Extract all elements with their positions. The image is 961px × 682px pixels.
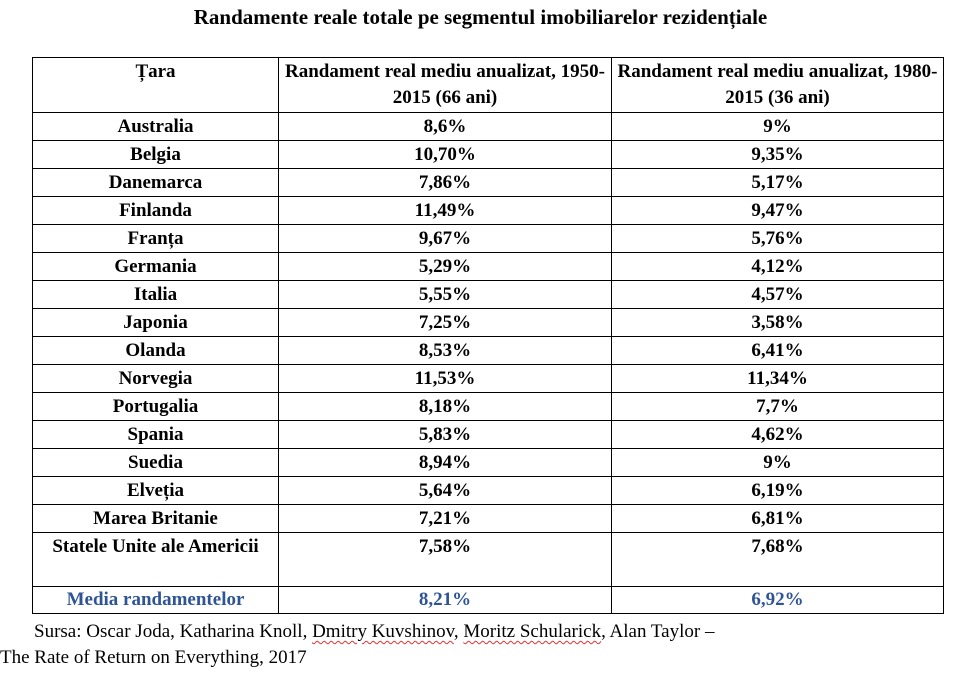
- country-cell: Portugalia: [32, 392, 279, 421]
- country-cell: Australia: [32, 112, 279, 141]
- page-title: Randamente reale totale pe segmentul imo…: [193, 5, 768, 29]
- return-1950-cell: 8,53%: [278, 336, 612, 365]
- country-cell: Marea Britanie: [32, 504, 279, 533]
- country-cell: Olanda: [32, 336, 279, 365]
- return-1950-cell: 7,21%: [278, 504, 612, 533]
- return-1950-cell: 8,94%: [278, 448, 612, 477]
- country-cell: Japonia: [32, 308, 279, 337]
- return-1980-cell: 5,17%: [611, 168, 944, 197]
- country-cell: Germania: [32, 252, 279, 281]
- average-1980-value: 6,92%: [611, 586, 944, 614]
- return-1950-cell: 11,53%: [278, 364, 612, 393]
- table-row: Japonia 7,25% 3,58%: [32, 308, 944, 337]
- source-prefix: Sursa: Oscar Joda, Katharina Knoll,: [34, 621, 313, 642]
- table-row: Olanda 8,53% 6,41%: [32, 336, 944, 365]
- table-row: Finlanda 11,49% 9,47%: [32, 196, 944, 225]
- header-return-1980-2015: Randament real mediu anualizat, 1980-201…: [611, 57, 944, 113]
- table-row: Franța 9,67% 5,76%: [32, 224, 944, 253]
- country-cell: Italia: [32, 280, 279, 309]
- source-note: Sursa: Oscar Joda, Katharina Knoll, Dmit…: [0, 619, 961, 671]
- return-1980-cell: 9,47%: [611, 196, 944, 225]
- table-row: Australia 8,6% 9%: [32, 112, 944, 141]
- return-1950-cell: 8,18%: [278, 392, 612, 421]
- header-country: Țara: [32, 57, 279, 113]
- table-header-row: Țara Randament real mediu anualizat, 195…: [32, 57, 944, 113]
- return-1980-cell: 4,57%: [611, 280, 944, 309]
- table-row: Portugalia 8,18% 7,7%: [32, 392, 944, 421]
- return-1980-cell: 6,41%: [611, 336, 944, 365]
- average-label: Media randamentelor: [32, 586, 279, 614]
- return-1950-cell: 7,86%: [278, 168, 612, 197]
- average-1950-value: 8,21%: [278, 586, 612, 614]
- country-cell: Suedia: [32, 448, 279, 477]
- table-row: Marea Britanie 7,21% 6,81%: [32, 504, 944, 533]
- return-1950-cell: 8,6%: [278, 112, 612, 141]
- return-1980-cell: 7,7%: [611, 392, 944, 421]
- return-1980-cell: 9%: [611, 112, 944, 141]
- return-1950-cell: 10,70%: [278, 140, 612, 169]
- return-1950-cell: 5,64%: [278, 476, 612, 505]
- table-row: Suedia 8,94% 9%: [32, 448, 944, 477]
- average-row: Media randamentelor 8,21% 6,92%: [32, 586, 944, 614]
- return-1950-cell: 11,49%: [278, 196, 612, 225]
- table-row: Germania 5,29% 4,12%: [32, 252, 944, 281]
- return-1980-cell: 9,35%: [611, 140, 944, 169]
- return-1980-cell: 7,68%: [611, 532, 944, 587]
- country-cell: Elveția: [32, 476, 279, 505]
- source-author-kuvshinov: Dmitry Kuvshinov: [312, 621, 454, 642]
- country-cell: Franța: [32, 224, 279, 253]
- return-1980-cell: 4,12%: [611, 252, 944, 281]
- country-cell: Statele Unite ale Americii: [32, 532, 279, 587]
- return-1950-cell: 7,58%: [278, 532, 612, 587]
- return-1980-cell: 3,58%: [611, 308, 944, 337]
- table-row: Norvegia 11,53% 11,34%: [32, 364, 944, 393]
- return-1980-cell: 6,81%: [611, 504, 944, 533]
- country-cell: Spania: [32, 420, 279, 449]
- return-1980-cell: 9%: [611, 448, 944, 477]
- return-1980-cell: 4,62%: [611, 420, 944, 449]
- return-1980-cell: 11,34%: [611, 364, 944, 393]
- source-suffix: , Alan Taylor –: [601, 621, 715, 642]
- return-1950-cell: 5,29%: [278, 252, 612, 281]
- table-row: Belgia 10,70% 9,35%: [32, 140, 944, 169]
- country-cell: Finlanda: [32, 196, 279, 225]
- return-1980-cell: 5,76%: [611, 224, 944, 253]
- table-row: Spania 5,83% 4,62%: [32, 420, 944, 449]
- table-row: Italia 5,55% 4,57%: [32, 280, 944, 309]
- return-1950-cell: 9,67%: [278, 224, 612, 253]
- country-cell: Danemarca: [32, 168, 279, 197]
- source-author-schularick: Moritz Schularick: [463, 621, 602, 642]
- country-cell: Norvegia: [32, 364, 279, 393]
- return-1950-cell: 7,25%: [278, 308, 612, 337]
- source-separator: ,: [453, 621, 464, 642]
- return-1980-cell: 6,19%: [611, 476, 944, 505]
- country-cell: Belgia: [32, 140, 279, 169]
- return-1950-cell: 5,83%: [278, 420, 612, 449]
- return-1950-cell: 5,55%: [278, 280, 612, 309]
- returns-table-container: Țara Randament real mediu anualizat, 195…: [32, 57, 944, 614]
- table-row: Elveția 5,64% 6,19%: [32, 476, 944, 505]
- table-row: Statele Unite ale Americii 7,58% 7,68%: [32, 532, 944, 587]
- source-line-1: Sursa: Oscar Joda, Katharina Knoll, Dmit…: [0, 619, 961, 645]
- returns-table: Țara Randament real mediu anualizat, 195…: [32, 57, 944, 614]
- header-return-1950-2015: Randament real mediu anualizat, 1950-201…: [278, 57, 612, 113]
- table-row: Danemarca 7,86% 5,17%: [32, 168, 944, 197]
- source-line-2: The Rate of Return on Everything, 2017: [0, 647, 307, 668]
